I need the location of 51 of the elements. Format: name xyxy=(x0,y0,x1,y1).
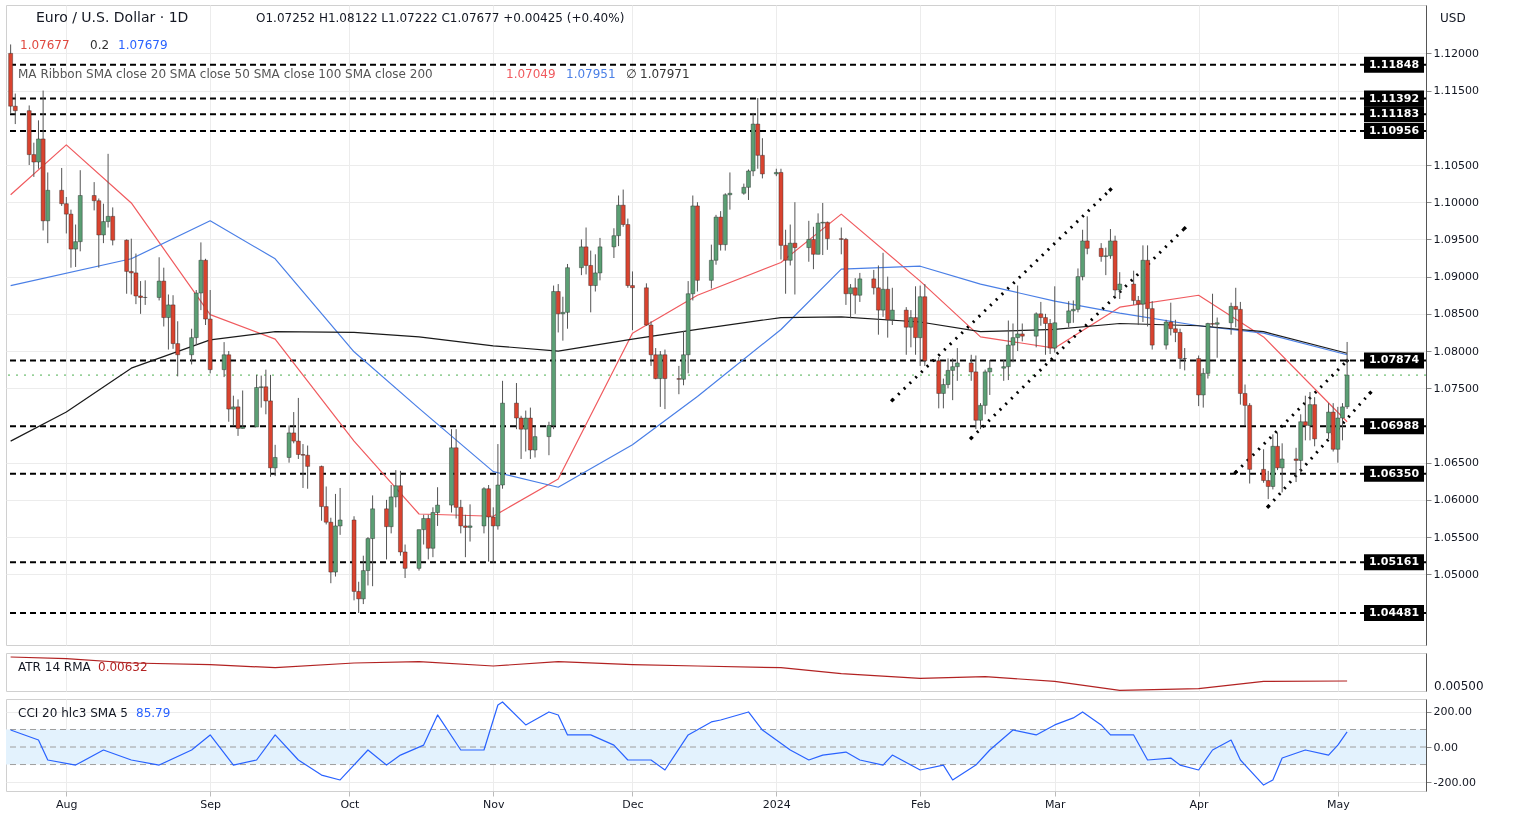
ref-line-label: 1.11183 xyxy=(1368,107,1420,121)
ref-line-label: 1.05161 xyxy=(1368,555,1420,569)
annotation: 85.79 xyxy=(136,706,171,720)
ref-line-label: 1.11848 xyxy=(1368,57,1420,71)
ref-line-label: 1.06988 xyxy=(1368,419,1420,433)
y-tick-label: 1.08500 xyxy=(1433,307,1479,321)
chart-title: Euro / U.S. Dollar · 1D xyxy=(36,9,189,25)
y-tick-label: 1.11500 xyxy=(1433,84,1479,98)
y-tick-label: 1.12000 xyxy=(1433,46,1479,60)
annotation: 1.07677 xyxy=(20,38,70,52)
ref-line-label: 1.04481 xyxy=(1368,605,1420,619)
x-tick-label: Feb xyxy=(910,797,931,811)
y-tick-label: 200.00 xyxy=(1433,705,1472,719)
y-tick-label: 1.09000 xyxy=(1433,270,1479,284)
y-tick-label: 1.06500 xyxy=(1433,456,1479,470)
annotation: ∅ xyxy=(626,67,637,81)
x-tick-label: Mar xyxy=(1044,797,1067,811)
y-tick-label: 1.05000 xyxy=(1433,567,1479,581)
y-tick-label: 1.10000 xyxy=(1433,195,1479,209)
ref-line-label: 1.11392 xyxy=(1368,91,1420,105)
y-tick-label: 1.09500 xyxy=(1433,232,1479,246)
text: O1.07252 H1.08122 L1.07222 C1.07677 +0.00425 (+0.40%) xyxy=(256,11,625,25)
y-tick-label: 1.05500 xyxy=(1433,530,1479,544)
annotation: 0.00632 xyxy=(98,660,148,674)
y-tick-label: 1.10500 xyxy=(1433,158,1479,172)
y-tick-label: 1.08000 xyxy=(1433,344,1479,358)
x-tick-label: May xyxy=(1326,797,1351,811)
text: USD xyxy=(1440,11,1466,25)
y-tick-label: 0.00 xyxy=(1433,740,1458,754)
text: CCI 20 hlc3 SMA 5 xyxy=(18,706,128,720)
ref-line-label: 1.07874 xyxy=(1368,353,1420,367)
annotation: 1.07951 xyxy=(566,67,616,81)
y-tick-label: -200.00 xyxy=(1433,775,1476,789)
text: 0.00500 xyxy=(1434,679,1484,693)
x-tick-label: Apr xyxy=(1189,797,1210,811)
x-tick-label: Dec xyxy=(622,797,644,811)
chart-title: ATR 14 RMA xyxy=(18,660,92,674)
x-tick-label: Sep xyxy=(200,797,222,811)
y-tick-label: 1.07500 xyxy=(1433,381,1479,395)
annotation: MA Ribbon SMA close 20 SMA close 50 SMA close 100 SMA close 200 xyxy=(18,67,433,81)
ref-line-label: 1.10956 xyxy=(1368,124,1420,138)
annotation: 1.07679 xyxy=(118,38,168,52)
x-tick-label: 2024 xyxy=(762,797,791,811)
annotation: 1.07971 xyxy=(640,67,690,81)
y-tick-label: 1.06000 xyxy=(1433,493,1479,507)
annotation: 1.07049 xyxy=(506,67,556,81)
x-tick-label: Nov xyxy=(483,797,505,811)
ref-line-label: 1.06350 xyxy=(1368,466,1420,480)
x-tick-label: Oct xyxy=(340,797,361,811)
x-tick-label: Aug xyxy=(56,797,78,811)
annotation: 0.2 xyxy=(90,38,110,52)
